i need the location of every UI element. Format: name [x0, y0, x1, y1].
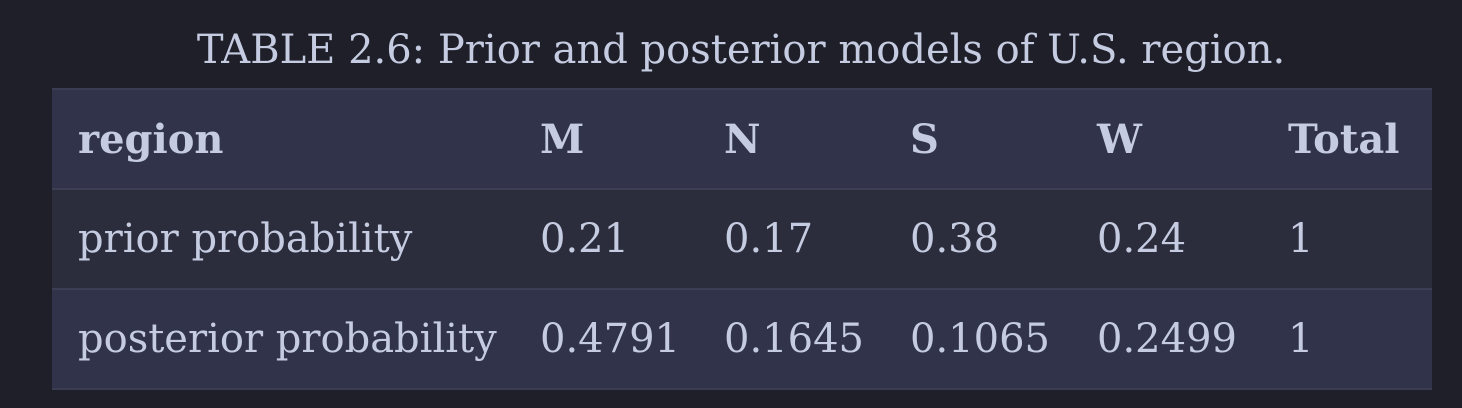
table-cell: prior probability: [78, 216, 413, 262]
table-row-posterior: posterior probability 0.4791 0.1645 0.10…: [52, 289, 1432, 389]
header-cell-s: S: [910, 115, 939, 163]
header-cell-n: N: [724, 115, 761, 163]
table-caption: TABLE 2.6: Prior and posterior models of…: [196, 27, 1286, 73]
header-cell-w: W: [1097, 115, 1142, 163]
table-cell: posterior probability: [78, 316, 497, 362]
table-cell: 0.24: [1097, 216, 1187, 262]
header-cell-m: M: [540, 115, 585, 163]
table-cell: 0.17: [724, 216, 814, 262]
table-cell: 0.1645: [724, 316, 864, 362]
table-cell: 0.1065: [910, 316, 1050, 362]
header-cell-region: region: [78, 115, 224, 163]
table-cell: 0.2499: [1097, 316, 1237, 362]
table-header-row: region M N S W Total: [52, 89, 1432, 189]
header-cell-total: Total: [1288, 115, 1400, 163]
table-cell: 0.4791: [540, 316, 680, 362]
table-cell: 1: [1288, 216, 1314, 262]
table-cell: 0.38: [910, 216, 1000, 262]
probability-table: region M N S W Total prior probability 0…: [52, 88, 1432, 390]
table-row-prior: prior probability 0.21 0.17 0.38 0.24 1: [52, 189, 1432, 289]
table-cell: 1: [1288, 316, 1314, 362]
table-cell: 0.21: [540, 216, 630, 262]
